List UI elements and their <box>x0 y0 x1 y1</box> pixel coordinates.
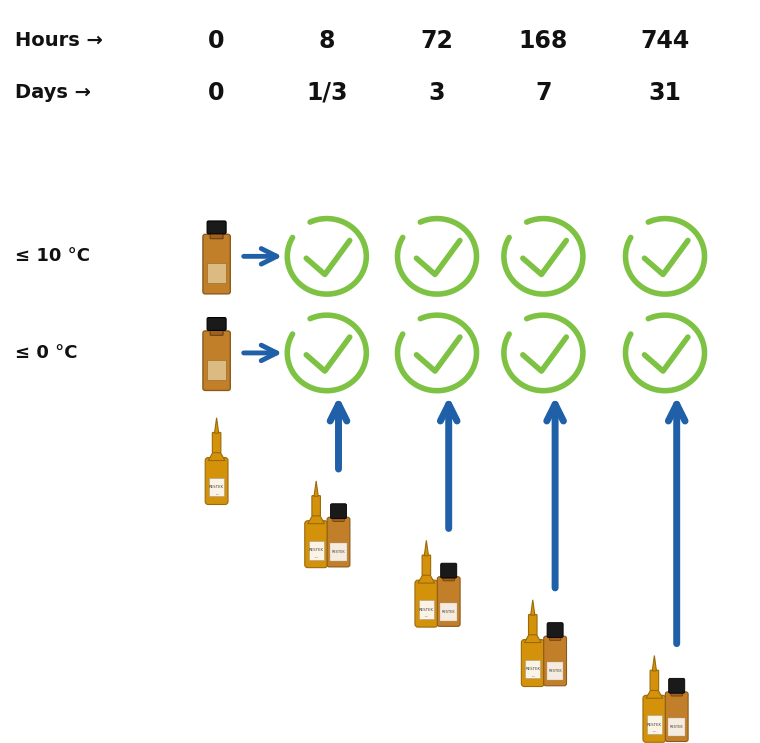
FancyBboxPatch shape <box>312 496 321 516</box>
FancyBboxPatch shape <box>669 678 685 693</box>
FancyBboxPatch shape <box>309 541 324 559</box>
FancyBboxPatch shape <box>207 221 226 234</box>
FancyBboxPatch shape <box>440 603 457 620</box>
Text: 7: 7 <box>535 81 552 105</box>
FancyBboxPatch shape <box>330 543 347 561</box>
FancyBboxPatch shape <box>546 662 563 680</box>
FancyBboxPatch shape <box>441 563 457 578</box>
FancyBboxPatch shape <box>665 692 688 742</box>
FancyBboxPatch shape <box>207 360 226 380</box>
FancyBboxPatch shape <box>210 230 223 239</box>
FancyBboxPatch shape <box>327 517 350 567</box>
Text: RESTEK: RESTEK <box>209 485 224 489</box>
Text: 72: 72 <box>420 29 454 53</box>
Text: 744: 744 <box>641 29 689 53</box>
Polygon shape <box>424 540 429 556</box>
Polygon shape <box>530 600 535 615</box>
FancyBboxPatch shape <box>643 695 666 742</box>
FancyBboxPatch shape <box>305 521 328 568</box>
Text: ___: ___ <box>424 614 429 617</box>
Text: 31: 31 <box>648 81 682 105</box>
Text: ___: ___ <box>214 491 219 495</box>
Text: RESTEK: RESTEK <box>548 669 562 673</box>
FancyBboxPatch shape <box>203 234 230 293</box>
Text: RESTEK: RESTEK <box>647 723 662 727</box>
FancyBboxPatch shape <box>525 660 540 678</box>
Polygon shape <box>652 655 657 671</box>
Text: Days →: Days → <box>15 83 91 103</box>
FancyBboxPatch shape <box>333 515 344 522</box>
Text: ≤ 0 °C: ≤ 0 °C <box>15 344 78 362</box>
FancyBboxPatch shape <box>671 690 682 696</box>
FancyBboxPatch shape <box>543 636 566 686</box>
Text: ___: ___ <box>314 554 318 558</box>
Text: RESTEK: RESTEK <box>419 608 434 611</box>
Polygon shape <box>308 515 325 524</box>
FancyBboxPatch shape <box>207 264 226 283</box>
Text: 1/3: 1/3 <box>306 81 347 105</box>
FancyBboxPatch shape <box>521 640 544 687</box>
Text: 168: 168 <box>519 29 568 53</box>
FancyBboxPatch shape <box>419 600 434 619</box>
FancyBboxPatch shape <box>547 623 563 637</box>
Text: ___: ___ <box>530 673 535 677</box>
FancyBboxPatch shape <box>203 331 230 390</box>
Text: 0: 0 <box>208 29 225 53</box>
Text: RESTEK: RESTEK <box>309 548 324 552</box>
FancyBboxPatch shape <box>209 478 224 496</box>
Text: RESTEK: RESTEK <box>670 725 683 729</box>
FancyBboxPatch shape <box>528 614 537 635</box>
FancyBboxPatch shape <box>668 718 685 736</box>
Polygon shape <box>214 418 219 433</box>
FancyBboxPatch shape <box>650 670 659 690</box>
Polygon shape <box>314 481 318 496</box>
Text: ≤ 10 °C: ≤ 10 °C <box>15 247 90 265</box>
Polygon shape <box>646 690 663 698</box>
FancyBboxPatch shape <box>549 634 561 640</box>
Text: RESTEK: RESTEK <box>525 667 540 671</box>
Polygon shape <box>208 452 225 461</box>
Polygon shape <box>418 574 435 583</box>
Polygon shape <box>524 634 541 643</box>
FancyBboxPatch shape <box>207 317 226 331</box>
FancyBboxPatch shape <box>205 458 228 504</box>
Text: RESTEK: RESTEK <box>442 610 455 614</box>
FancyBboxPatch shape <box>331 504 347 519</box>
FancyBboxPatch shape <box>210 327 223 335</box>
Text: 8: 8 <box>318 29 335 53</box>
FancyBboxPatch shape <box>415 580 438 627</box>
Text: Hours →: Hours → <box>15 31 103 51</box>
FancyBboxPatch shape <box>422 555 431 575</box>
Text: 3: 3 <box>429 81 445 105</box>
Text: RESTEK: RESTEK <box>331 551 345 554</box>
FancyBboxPatch shape <box>212 432 221 452</box>
FancyBboxPatch shape <box>647 716 662 734</box>
FancyBboxPatch shape <box>443 574 454 581</box>
Text: 0: 0 <box>208 81 225 105</box>
Text: ___: ___ <box>652 729 657 733</box>
FancyBboxPatch shape <box>437 577 460 626</box>
